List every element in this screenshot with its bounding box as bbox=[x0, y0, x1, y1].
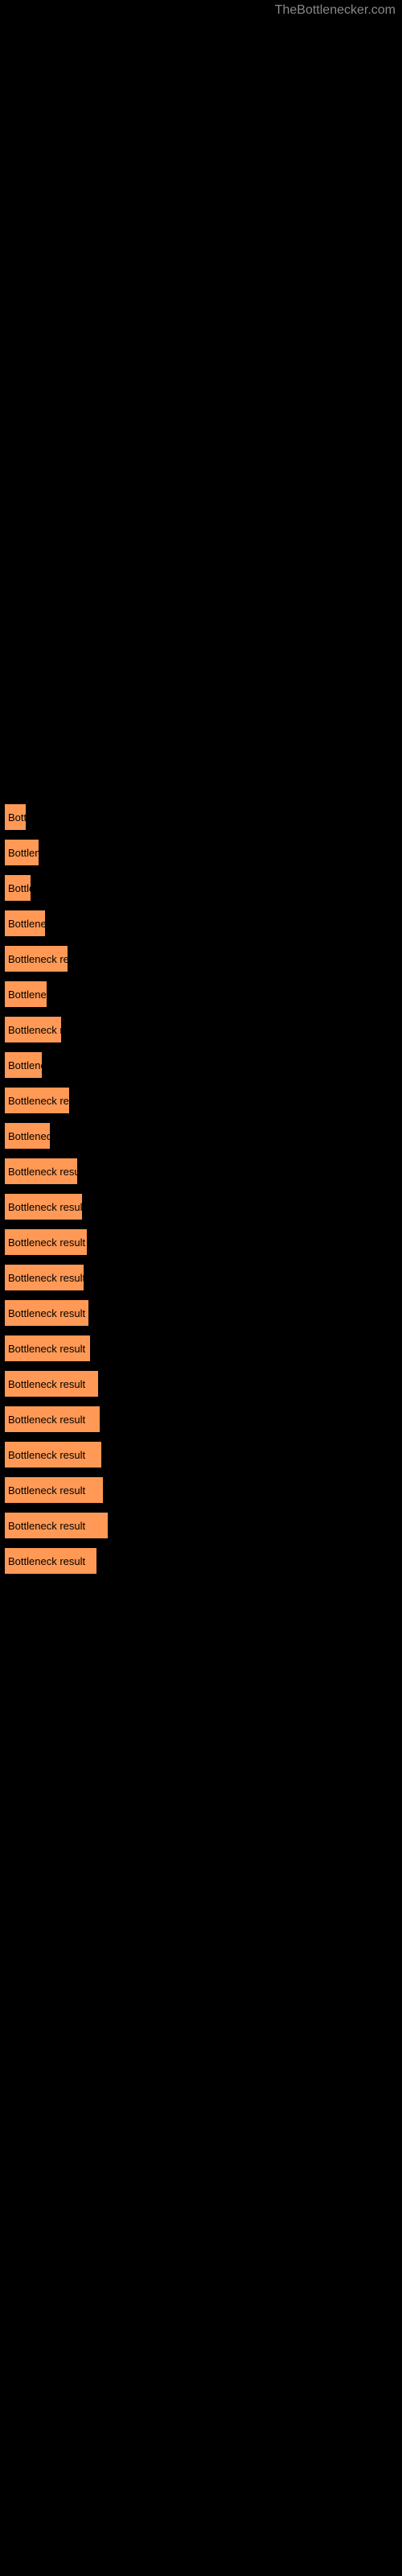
bottleneck-bar: Bottle bbox=[4, 874, 31, 902]
bar-row: Bottleneck result bbox=[4, 1368, 402, 1397]
bottleneck-bar: Bottleneck result bbox=[4, 1193, 83, 1220]
bottleneck-chart: Bottl Bottlenec Bottle Bottleneck Bottleneck… bbox=[0, 21, 402, 1613]
bottleneck-bar: Bottleneck res bbox=[4, 945, 68, 972]
bar-row: Bottleneck r bbox=[4, 1121, 402, 1150]
bottleneck-bar: Bottleneck result bbox=[4, 1158, 78, 1185]
bottleneck-bar: Bottl bbox=[4, 803, 27, 831]
bar-label bbox=[4, 1014, 402, 1016]
bottleneck-bar: Bottleneck result bbox=[4, 1228, 88, 1256]
bottleneck-bar: Bottleneck result bbox=[4, 1441, 102, 1468]
bar-label bbox=[4, 802, 402, 803]
bottleneck-bar: Bottleneck bbox=[4, 980, 47, 1008]
bar-row: Bottleneck result bbox=[4, 1333, 402, 1362]
bottleneck-bar: Bottleneck re bbox=[4, 1016, 62, 1043]
bar-row: Bottleneck result bbox=[4, 1404, 402, 1433]
bottleneck-bar: Bottleneck r bbox=[4, 1122, 51, 1150]
bar-label bbox=[4, 837, 402, 839]
bar-row: Bottl bbox=[4, 802, 402, 831]
bottleneck-bar: Bottleneck bbox=[4, 910, 46, 937]
bar-label bbox=[4, 908, 402, 910]
bar-row: Bottleneck result bbox=[4, 1510, 402, 1539]
bottleneck-bar: Bottleneck result bbox=[4, 1406, 100, 1433]
bottleneck-bar: Bottlenec bbox=[4, 839, 39, 866]
bottleneck-bar: Bottleneck result bbox=[4, 1264, 84, 1291]
site-header: TheBottlenecker.com bbox=[0, 0, 402, 21]
bottleneck-bar: Bottleneck rest bbox=[4, 1087, 70, 1114]
bottleneck-bar: Bottleneck result bbox=[4, 1476, 104, 1504]
bottleneck-bar: Bottleneck result bbox=[4, 1299, 89, 1327]
bar-row: Bottleneck result bbox=[4, 1262, 402, 1291]
bar-row: Bottle bbox=[4, 873, 402, 902]
bar-row: Bottlenec bbox=[4, 837, 402, 866]
bottleneck-bar: Bottlene bbox=[4, 1051, 43, 1079]
bar-row: Bottleneck result bbox=[4, 1191, 402, 1220]
bar-row: Bottleneck result bbox=[4, 1475, 402, 1504]
bar-label bbox=[4, 979, 402, 980]
site-name: TheBottlenecker.com bbox=[275, 3, 396, 17]
bar-row: Bottleneck res bbox=[4, 943, 402, 972]
bottleneck-bar: Bottleneck result bbox=[4, 1370, 99, 1397]
bar-row: Bottleneck re bbox=[4, 1014, 402, 1043]
bar-label bbox=[4, 1050, 402, 1051]
bar-row: Bottleneck result bbox=[4, 1439, 402, 1468]
bar-row: Bottleneck result bbox=[4, 1546, 402, 1575]
bar-row: Bottleneck result bbox=[4, 1298, 402, 1327]
bar-label bbox=[4, 1121, 402, 1122]
bottleneck-bar: Bottleneck result bbox=[4, 1335, 91, 1362]
bar-row: Bottlene bbox=[4, 1050, 402, 1079]
bar-row: Bottleneck bbox=[4, 979, 402, 1008]
bar-row: Bottleneck bbox=[4, 908, 402, 937]
bottleneck-bar: Bottleneck result bbox=[4, 1547, 97, 1575]
bar-row: Bottleneck result bbox=[4, 1156, 402, 1185]
bottleneck-bar: Bottleneck result bbox=[4, 1512, 109, 1539]
bar-row: Bottleneck rest bbox=[4, 1085, 402, 1114]
bar-label bbox=[4, 873, 402, 874]
bar-row: Bottleneck result bbox=[4, 1227, 402, 1256]
